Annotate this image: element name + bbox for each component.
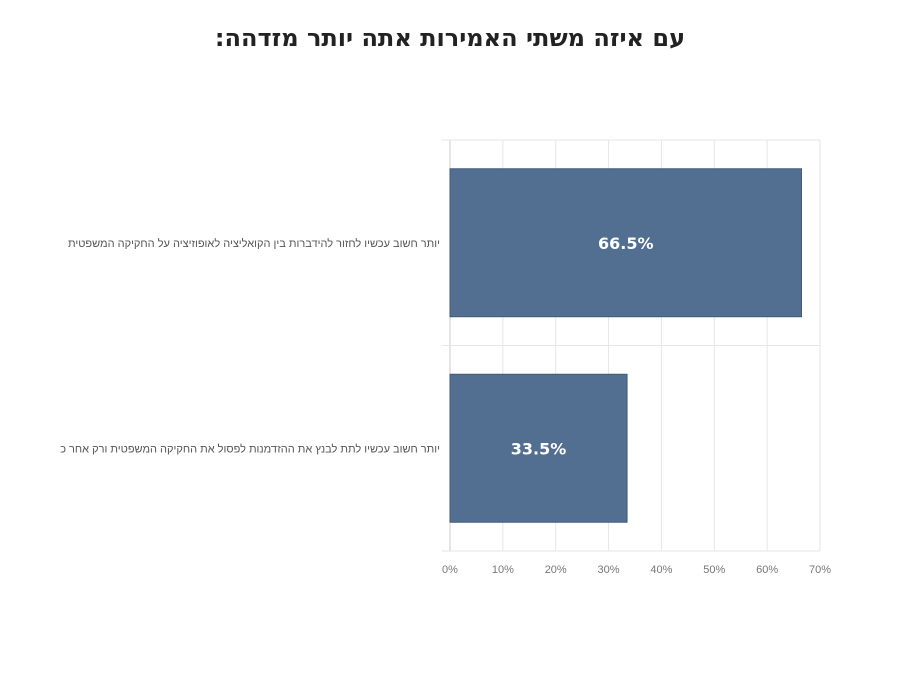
chart-title: עם איזה משתי האמירות אתה יותר מזדהה: xyxy=(214,24,686,52)
category-label: יותר חשוב עכשיו לתת לבנץ את ההזדמנות לפס… xyxy=(60,442,440,455)
x-tick-label: 60% xyxy=(756,564,778,576)
x-tick-label: 30% xyxy=(598,564,620,576)
bar-data-label: 66.5% xyxy=(598,234,654,253)
x-tick-label: 70% xyxy=(809,564,831,576)
x-tick-label: 20% xyxy=(545,564,567,576)
bar-data-label: 33.5% xyxy=(511,439,567,458)
bar xyxy=(449,168,802,318)
labels: 0% 10% 20% 30% 40% 50% 60% 70% 66.5% יותר חשוב עכ… xyxy=(60,234,831,576)
x-tick-label: 0% xyxy=(442,564,458,576)
x-tick-label: 10% xyxy=(492,564,514,576)
category-label: יותר חשוב עכשיו לחזור להידברות בין הקואל… xyxy=(68,237,440,250)
x-tick-label: 50% xyxy=(703,564,725,576)
bars xyxy=(449,168,802,523)
bar xyxy=(449,373,628,523)
x-tick-label: 40% xyxy=(650,564,672,576)
